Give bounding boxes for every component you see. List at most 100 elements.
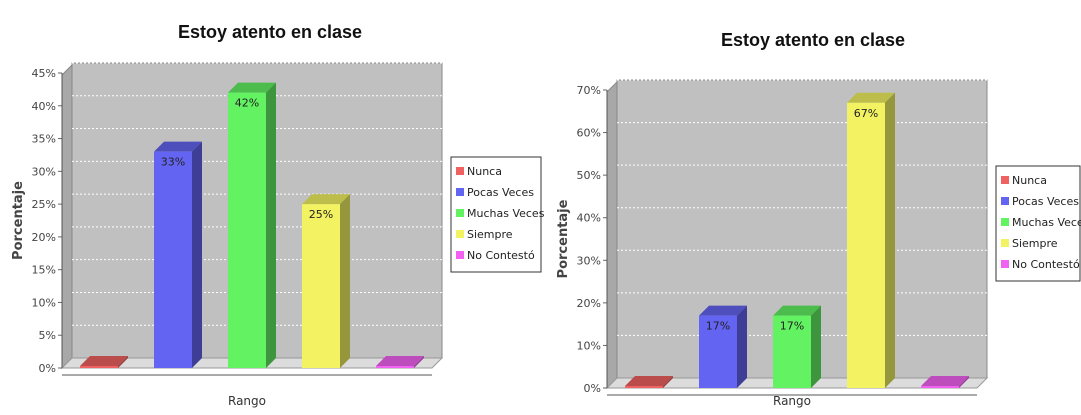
legend-item: Muchas Veces xyxy=(467,207,545,220)
bar-side xyxy=(340,194,350,368)
bar-no-contestó xyxy=(376,356,424,368)
data-label: 17% xyxy=(706,320,730,333)
data-label: 17% xyxy=(780,320,804,333)
y-tick-label: 15% xyxy=(32,264,56,277)
plot-side-wall xyxy=(606,80,618,390)
y-tick-label: 50% xyxy=(577,169,601,182)
bar-pocas-veces xyxy=(154,141,202,368)
bar-front xyxy=(699,315,737,388)
y-tick-label: 40% xyxy=(577,212,601,225)
bar-siempre xyxy=(302,194,350,368)
legend-swatch xyxy=(1001,176,1009,184)
bar-side xyxy=(414,356,424,368)
bar-pocas-veces xyxy=(699,305,747,388)
bar-front xyxy=(80,366,118,368)
legend-swatch xyxy=(456,251,464,259)
bar-chart-left: Estoy atento en clase 0% 5% 10% 15% 20% 25% 30%… xyxy=(11,22,545,408)
legend-item: No Contestó xyxy=(1012,258,1080,271)
legend-swatch xyxy=(456,167,464,175)
data-label: 42% xyxy=(235,97,259,110)
y-axis-label: Porcentaje xyxy=(11,181,26,260)
chart-title: Estoy atento en clase xyxy=(178,22,362,42)
legend-item: Nunca xyxy=(1012,174,1047,187)
y-tick-label: 40% xyxy=(32,100,56,113)
bar-side xyxy=(266,82,276,369)
bar-side xyxy=(192,141,202,368)
legend: Nunca Pocas Veces Muchas Veces Siempre No Co… xyxy=(450,156,545,273)
bar-front xyxy=(847,102,885,389)
y-tick-label: 25% xyxy=(32,198,56,211)
data-label: 67% xyxy=(854,107,878,120)
y-tick-label: 70% xyxy=(577,84,601,97)
bar-nunca xyxy=(80,356,128,368)
bar-siempre xyxy=(847,92,895,389)
bar-chart-right: Estoy atento en clase 0% 10% 20% 30% 40% 50% 60… xyxy=(556,30,1081,408)
legend-item: Siempre xyxy=(467,228,513,241)
bar-muchas-veces xyxy=(773,305,821,388)
legend-item: No Contestó xyxy=(467,249,535,262)
bar-top xyxy=(228,82,276,93)
bar-no-contestó xyxy=(921,376,969,388)
y-tick-label: 60% xyxy=(577,127,601,140)
bar-muchas-veces xyxy=(228,82,276,369)
legend-swatch xyxy=(1001,197,1009,205)
x-axis-label: Rango xyxy=(228,394,266,408)
y-tick-label: 45% xyxy=(32,67,56,80)
y-tick-label: 0% xyxy=(584,382,601,395)
bar-top xyxy=(699,305,747,316)
bar-front xyxy=(625,386,663,388)
legend-item: Pocas Veces xyxy=(467,186,534,199)
bar-top xyxy=(773,305,821,316)
legend-swatch xyxy=(456,230,464,238)
y-axis-label: Porcentaje xyxy=(556,199,571,278)
y-tick-label: 10% xyxy=(577,339,601,352)
legend-swatch xyxy=(1001,218,1009,226)
data-label: 33% xyxy=(161,156,185,169)
bar-side xyxy=(118,356,128,368)
bar-side xyxy=(663,376,673,388)
bar-side xyxy=(959,376,969,388)
legend-swatch xyxy=(1001,260,1009,268)
bar-top xyxy=(154,141,202,152)
bar-side xyxy=(811,305,821,388)
legend-item: Muchas Veces xyxy=(1012,216,1081,229)
legend-swatch xyxy=(1001,239,1009,247)
bar-side xyxy=(737,305,747,388)
data-label: 25% xyxy=(309,208,333,221)
bar-top xyxy=(921,376,969,386)
legend-item: Pocas Veces xyxy=(1012,195,1079,208)
x-axis-label: Rango xyxy=(773,394,811,408)
y-tick-label: 10% xyxy=(32,296,56,309)
legend-item: Nunca xyxy=(467,165,502,178)
legend-swatch xyxy=(456,188,464,196)
bar-front xyxy=(302,204,340,368)
legend-swatch xyxy=(456,209,464,217)
legend-box xyxy=(450,156,542,273)
legend-item: Siempre xyxy=(1012,237,1058,250)
y-tick-label: 35% xyxy=(32,133,56,146)
bar-side xyxy=(885,92,895,389)
bar-front xyxy=(154,151,192,368)
chart-panel-left: Estoy atento en clase 0% 5% 10% 15% 20% 25% 30%… xyxy=(0,0,545,411)
legend: Nunca Pocas Veces Muchas Veces Siempre No Co… xyxy=(995,165,1081,282)
bar-front xyxy=(376,366,414,368)
chart-title: Estoy atento en clase xyxy=(721,30,905,50)
y-tick-label: 30% xyxy=(32,165,56,178)
bar-top xyxy=(80,356,128,366)
bar-front xyxy=(228,92,266,369)
y-tick-label: 0% xyxy=(39,362,56,375)
bar-top xyxy=(302,194,350,205)
bar-top xyxy=(625,376,673,386)
bar-top xyxy=(847,92,895,103)
chart-panel-right: Estoy atento en clase 0% 10% 20% 30% 40% 50% 60… xyxy=(545,0,1081,411)
bar-front xyxy=(773,315,811,388)
y-tick-label: 20% xyxy=(577,297,601,310)
bar-nunca xyxy=(625,376,673,388)
plot-side-wall xyxy=(61,63,73,370)
bar-front xyxy=(921,386,959,388)
bar-top xyxy=(376,356,424,366)
y-tick-label: 20% xyxy=(32,231,56,244)
y-tick-label: 5% xyxy=(39,329,56,342)
y-tick-label: 30% xyxy=(577,254,601,267)
legend-box xyxy=(995,165,1081,282)
